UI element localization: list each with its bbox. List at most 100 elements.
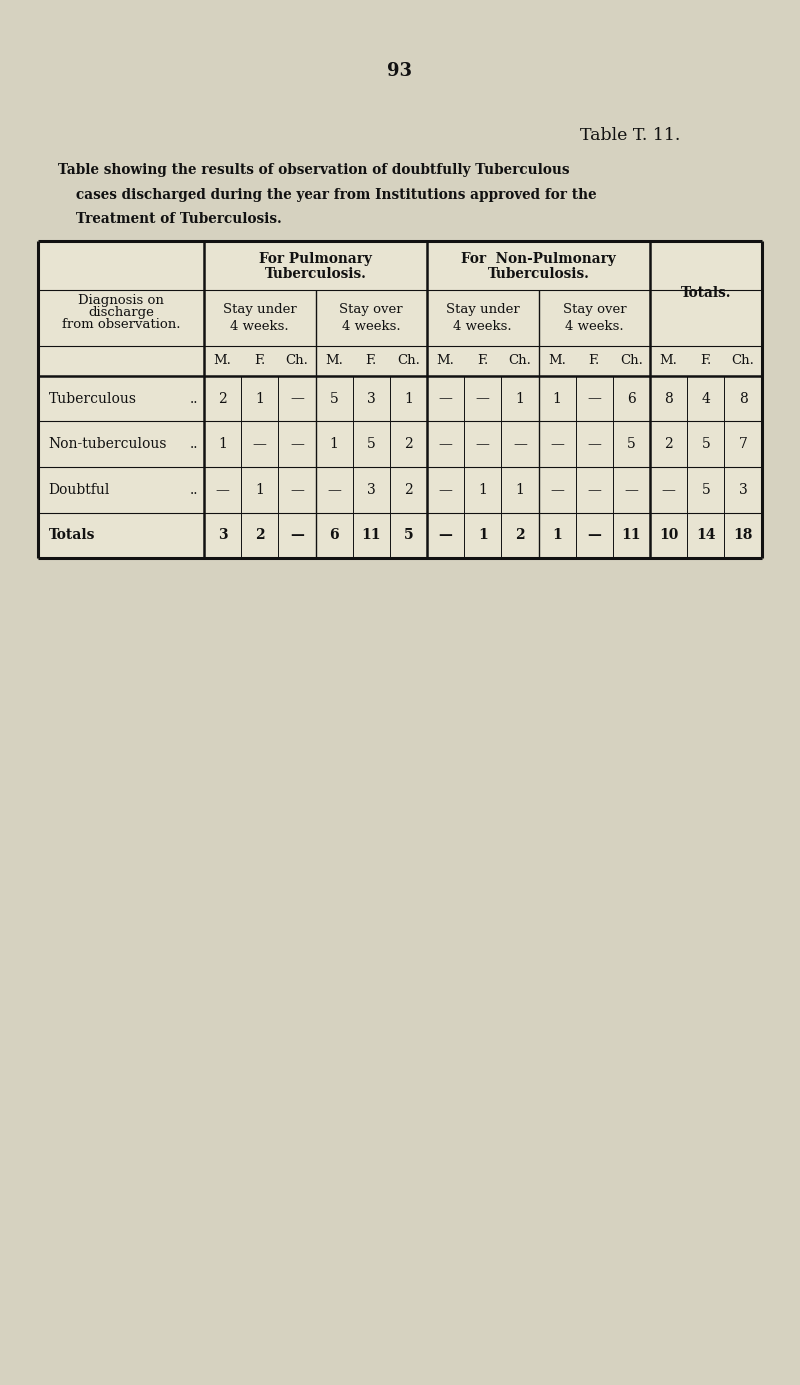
Text: 4: 4 xyxy=(702,392,710,406)
Text: Ch.: Ch. xyxy=(286,355,308,367)
Text: ..: .. xyxy=(190,438,198,452)
Text: M.: M. xyxy=(437,355,454,367)
Text: M.: M. xyxy=(325,355,343,367)
Text: —: — xyxy=(438,483,453,497)
Text: 1: 1 xyxy=(218,438,227,452)
Text: discharge: discharge xyxy=(88,306,154,319)
Text: 2: 2 xyxy=(255,528,265,543)
Text: —: — xyxy=(662,483,676,497)
Text: —: — xyxy=(625,483,638,497)
Text: —: — xyxy=(290,483,304,497)
Text: 8: 8 xyxy=(738,392,747,406)
Text: 5: 5 xyxy=(702,483,710,497)
Text: 2: 2 xyxy=(404,483,413,497)
Text: 5: 5 xyxy=(404,528,414,543)
Text: M.: M. xyxy=(548,355,566,367)
Text: 18: 18 xyxy=(734,528,753,543)
Text: 1: 1 xyxy=(255,392,264,406)
Text: 93: 93 xyxy=(387,62,413,80)
Text: —: — xyxy=(550,438,564,452)
Text: —: — xyxy=(476,438,490,452)
Text: Stay under
4 weeks.: Stay under 4 weeks. xyxy=(223,303,297,332)
Text: M.: M. xyxy=(214,355,231,367)
Text: Treatment of Tuberculosis.: Treatment of Tuberculosis. xyxy=(76,212,282,226)
Text: from observation.: from observation. xyxy=(62,319,181,331)
Text: ..: .. xyxy=(190,483,198,497)
Text: 5: 5 xyxy=(702,438,710,452)
Text: F.: F. xyxy=(366,355,377,367)
Text: Table T. 11.: Table T. 11. xyxy=(580,127,680,144)
Text: M.: M. xyxy=(660,355,678,367)
Text: Stay over
4 weeks.: Stay over 4 weeks. xyxy=(339,303,403,332)
Text: Ch.: Ch. xyxy=(731,355,754,367)
Text: cases discharged during the year from Institutions approved for the: cases discharged during the year from In… xyxy=(76,188,597,202)
Text: For  Non-Pulmonary: For Non-Pulmonary xyxy=(461,252,616,266)
Text: 14: 14 xyxy=(696,528,715,543)
Text: ..: .. xyxy=(190,392,198,406)
Text: 5: 5 xyxy=(627,438,636,452)
Text: —: — xyxy=(438,438,453,452)
Text: 5: 5 xyxy=(330,392,338,406)
Text: —: — xyxy=(290,438,304,452)
Text: Stay over
4 weeks.: Stay over 4 weeks. xyxy=(562,303,626,332)
Text: Tuberculous: Tuberculous xyxy=(48,392,136,406)
Text: —: — xyxy=(290,392,304,406)
Text: 1: 1 xyxy=(330,438,338,452)
Text: Tuberculosis.: Tuberculosis. xyxy=(265,266,366,281)
Text: 11: 11 xyxy=(622,528,642,543)
Text: 1: 1 xyxy=(552,528,562,543)
Text: Totals: Totals xyxy=(48,528,95,543)
Text: —: — xyxy=(290,528,304,543)
Text: 1: 1 xyxy=(478,483,487,497)
Text: Ch.: Ch. xyxy=(509,355,531,367)
Text: —: — xyxy=(587,483,602,497)
Text: For Pulmonary: For Pulmonary xyxy=(259,252,372,266)
Text: —: — xyxy=(327,483,341,497)
Text: 7: 7 xyxy=(738,438,747,452)
Text: —: — xyxy=(253,438,266,452)
Text: F.: F. xyxy=(254,355,266,367)
Bar xyxy=(38,241,762,558)
Text: 3: 3 xyxy=(367,392,376,406)
Text: —: — xyxy=(587,528,602,543)
Text: 1: 1 xyxy=(515,392,525,406)
Text: 8: 8 xyxy=(664,392,673,406)
Text: —: — xyxy=(587,438,602,452)
Text: 6: 6 xyxy=(627,392,636,406)
Text: 10: 10 xyxy=(659,528,678,543)
Text: Totals.: Totals. xyxy=(681,287,731,301)
Text: —: — xyxy=(587,392,602,406)
Text: F.: F. xyxy=(477,355,489,367)
Text: —: — xyxy=(438,528,453,543)
Text: Tuberculosis.: Tuberculosis. xyxy=(488,266,590,281)
Text: 3: 3 xyxy=(738,483,747,497)
Text: 2: 2 xyxy=(664,438,673,452)
Text: 1: 1 xyxy=(478,528,488,543)
Text: —: — xyxy=(216,483,230,497)
Text: Doubtful: Doubtful xyxy=(48,483,110,497)
Text: —: — xyxy=(438,392,453,406)
Text: Diagnosis on: Diagnosis on xyxy=(78,294,164,307)
Text: F.: F. xyxy=(589,355,600,367)
Text: Non-tuberculous: Non-tuberculous xyxy=(48,438,167,452)
Text: 1: 1 xyxy=(255,483,264,497)
Text: F.: F. xyxy=(700,355,711,367)
Text: 1: 1 xyxy=(404,392,413,406)
Text: 1: 1 xyxy=(553,392,562,406)
Text: —: — xyxy=(476,392,490,406)
Text: 2: 2 xyxy=(404,438,413,452)
Text: Stay under
4 weeks.: Stay under 4 weeks. xyxy=(446,303,520,332)
Text: 11: 11 xyxy=(362,528,381,543)
Text: —: — xyxy=(550,483,564,497)
Text: Table showing the results of observation of doubtfully Tuberculous: Table showing the results of observation… xyxy=(58,163,570,177)
Text: 2: 2 xyxy=(218,392,227,406)
Text: 3: 3 xyxy=(367,483,376,497)
Text: 3: 3 xyxy=(218,528,227,543)
Text: Ch.: Ch. xyxy=(620,355,643,367)
Text: —: — xyxy=(513,438,527,452)
Text: 2: 2 xyxy=(515,528,525,543)
Text: 5: 5 xyxy=(367,438,376,452)
Text: 6: 6 xyxy=(330,528,339,543)
Text: Ch.: Ch. xyxy=(397,355,420,367)
Text: 1: 1 xyxy=(515,483,525,497)
